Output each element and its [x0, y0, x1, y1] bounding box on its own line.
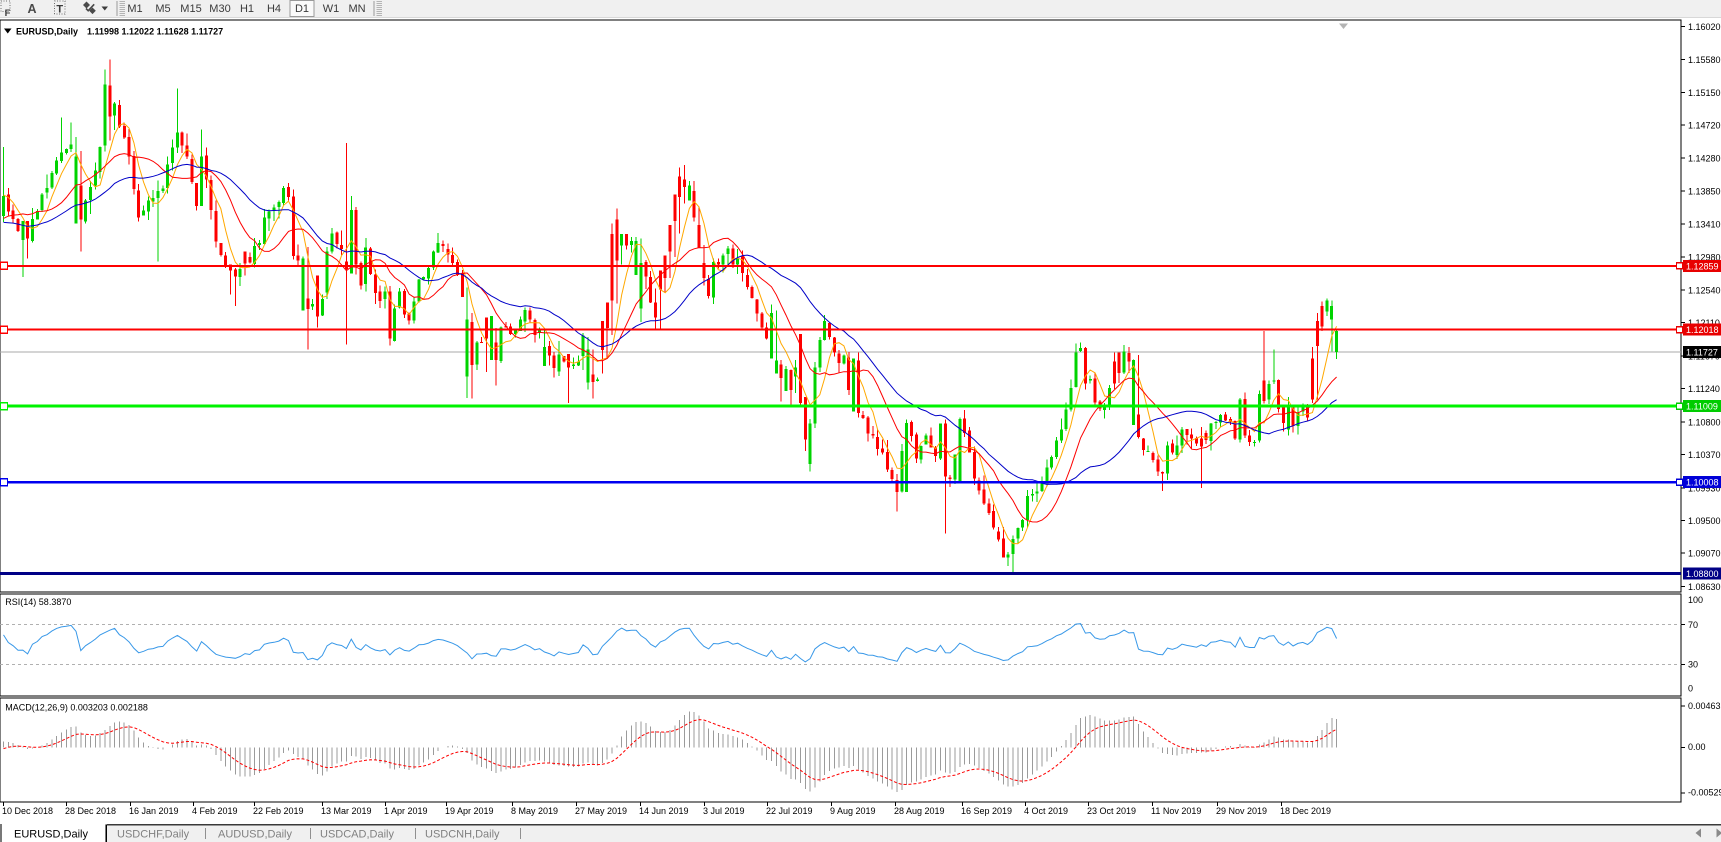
svg-text:14 Jun 2019: 14 Jun 2019 — [639, 806, 689, 816]
svg-text:1.10008: 1.10008 — [1686, 478, 1719, 488]
svg-text:1.11240: 1.11240 — [1688, 384, 1720, 394]
svg-text:D1: D1 — [295, 3, 309, 15]
svg-text:MACD(12,26,9) 0.003203 0.00218: MACD(12,26,9) 0.003203 0.002188 — [5, 703, 148, 713]
svg-text:16 Sep 2019: 16 Sep 2019 — [961, 806, 1012, 816]
svg-text:M1: M1 — [127, 3, 142, 15]
svg-text:1.12980: 1.12980 — [1688, 252, 1721, 262]
svg-text:RSI(14) 58.3870: RSI(14) 58.3870 — [5, 597, 71, 607]
svg-text:USDCAD,Daily: USDCAD,Daily — [320, 829, 394, 841]
svg-text:4 Oct 2019: 4 Oct 2019 — [1024, 806, 1068, 816]
svg-text:1.09070: 1.09070 — [1688, 549, 1721, 559]
svg-text:H4: H4 — [267, 3, 281, 15]
svg-text:A: A — [27, 2, 36, 16]
svg-text:30: 30 — [1688, 660, 1698, 670]
svg-text:1.13850: 1.13850 — [1688, 186, 1721, 196]
svg-text:1 Apr 2019: 1 Apr 2019 — [384, 806, 428, 816]
svg-text:28 Aug 2019: 28 Aug 2019 — [894, 806, 945, 816]
svg-text:MN: MN — [348, 3, 365, 15]
svg-text:1.11727: 1.11727 — [1686, 347, 1718, 357]
svg-text:16 Jan 2019: 16 Jan 2019 — [129, 806, 179, 816]
svg-text:22 Jul 2019: 22 Jul 2019 — [766, 806, 813, 816]
svg-text:1.12110: 1.12110 — [1688, 318, 1720, 328]
svg-text:AUDUSD,Daily: AUDUSD,Daily — [218, 829, 292, 841]
svg-text:M5: M5 — [155, 3, 170, 15]
svg-text:1.15580: 1.15580 — [1688, 55, 1721, 65]
svg-text:1.15150: 1.15150 — [1688, 88, 1721, 98]
svg-text:1.08800: 1.08800 — [1686, 569, 1719, 579]
svg-text:29 Nov 2019: 29 Nov 2019 — [1216, 806, 1267, 816]
svg-text:USDCHF,Daily: USDCHF,Daily — [117, 829, 190, 841]
svg-text:8 May 2019: 8 May 2019 — [511, 806, 558, 816]
svg-text:1.12540: 1.12540 — [1688, 286, 1721, 296]
svg-text:1.08630: 1.08630 — [1688, 582, 1721, 592]
svg-text:M15: M15 — [180, 3, 201, 15]
svg-text:0.00: 0.00 — [1688, 742, 1706, 752]
svg-text:27 May 2019: 27 May 2019 — [575, 806, 627, 816]
svg-text:4 Feb 2019: 4 Feb 2019 — [192, 806, 238, 816]
svg-text:1.14280: 1.14280 — [1688, 154, 1721, 164]
svg-text:EURUSD,Daily: EURUSD,Daily — [16, 27, 78, 37]
svg-text:0.00463: 0.00463 — [1688, 701, 1721, 711]
svg-text:-0.00529: -0.00529 — [1688, 788, 1721, 798]
svg-text:1.12018: 1.12018 — [1686, 325, 1719, 335]
svg-text:19 Apr 2019: 19 Apr 2019 — [445, 806, 494, 816]
svg-text:1.14720: 1.14720 — [1688, 120, 1721, 130]
svg-text:W1: W1 — [323, 3, 340, 15]
svg-text:0: 0 — [1688, 684, 1693, 694]
svg-text:H1: H1 — [240, 3, 254, 15]
svg-text:18 Dec 2019: 18 Dec 2019 — [1280, 806, 1331, 816]
svg-text:1.10370: 1.10370 — [1688, 450, 1721, 460]
svg-text:1.11998 1.12022 1.11628 1.1172: 1.11998 1.12022 1.11628 1.11727 — [87, 27, 223, 37]
svg-text:23 Oct 2019: 23 Oct 2019 — [1087, 806, 1136, 816]
svg-text:70: 70 — [1688, 620, 1698, 630]
svg-text:3 Jul 2019: 3 Jul 2019 — [703, 806, 745, 816]
svg-text:USDCNH,Daily: USDCNH,Daily — [425, 829, 500, 841]
svg-text:28 Dec 2018: 28 Dec 2018 — [65, 806, 116, 816]
svg-text:1.09500: 1.09500 — [1688, 516, 1721, 526]
svg-text:13 Mar 2019: 13 Mar 2019 — [321, 806, 372, 816]
svg-text:9 Aug 2019: 9 Aug 2019 — [830, 806, 876, 816]
svg-text:1.11009: 1.11009 — [1686, 402, 1718, 412]
svg-text:22 Feb 2019: 22 Feb 2019 — [253, 806, 304, 816]
svg-text:1.09930: 1.09930 — [1688, 484, 1721, 494]
svg-text:1.16020: 1.16020 — [1688, 22, 1721, 32]
svg-text:100: 100 — [1688, 595, 1703, 605]
svg-text:11 Nov 2019: 11 Nov 2019 — [1151, 806, 1201, 816]
svg-text:M30: M30 — [209, 3, 230, 15]
svg-text:10 Dec 2018: 10 Dec 2018 — [2, 806, 53, 816]
svg-text:EURUSD,Daily: EURUSD,Daily — [14, 829, 88, 841]
svg-text:1.12859: 1.12859 — [1686, 261, 1719, 271]
svg-text:1.13410: 1.13410 — [1688, 220, 1721, 230]
svg-text:F: F — [5, 8, 11, 19]
svg-text:T: T — [56, 4, 63, 16]
svg-text:1.10800: 1.10800 — [1688, 418, 1721, 428]
